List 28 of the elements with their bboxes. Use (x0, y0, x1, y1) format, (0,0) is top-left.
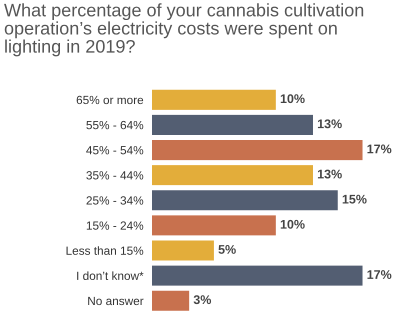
data-label: 10% (280, 220, 305, 229)
data-label: 3% (194, 295, 212, 304)
bar (152, 290, 190, 311)
y-tick-label: 55% - 64% (86, 120, 144, 130)
bar (152, 165, 313, 186)
data-label: 5% (218, 245, 236, 254)
data-label: 17% (367, 270, 392, 279)
bar (152, 240, 214, 261)
bar (152, 90, 276, 110)
data-label: 13% (318, 119, 342, 128)
y-tick-label: 65% or more (76, 96, 144, 104)
y-tick-label: 25% - 34% (86, 196, 144, 205)
bar (152, 190, 338, 210)
y-tick-label: No answer (88, 296, 144, 306)
data-label: 13% (318, 170, 342, 179)
data-label: 15% (342, 194, 367, 204)
data-label: 10% (280, 94, 305, 104)
bar (152, 215, 276, 236)
y-tick-label: 45% - 54% (86, 146, 144, 154)
y-tick-label: 35% - 44% (86, 171, 144, 180)
data-label: 17% (367, 144, 392, 154)
y-tick-label: Less than 15% (66, 246, 144, 255)
bar (152, 114, 313, 135)
chart-title: What percentage of your cannabis cultivation operation’s electricity costs were spent on lighting in 2019? (4, 3, 364, 56)
bar (152, 140, 363, 160)
bar (152, 266, 363, 286)
y-tick-label: I don’t know* (77, 271, 144, 280)
y-tick-label: 15% - 24% (86, 221, 144, 230)
